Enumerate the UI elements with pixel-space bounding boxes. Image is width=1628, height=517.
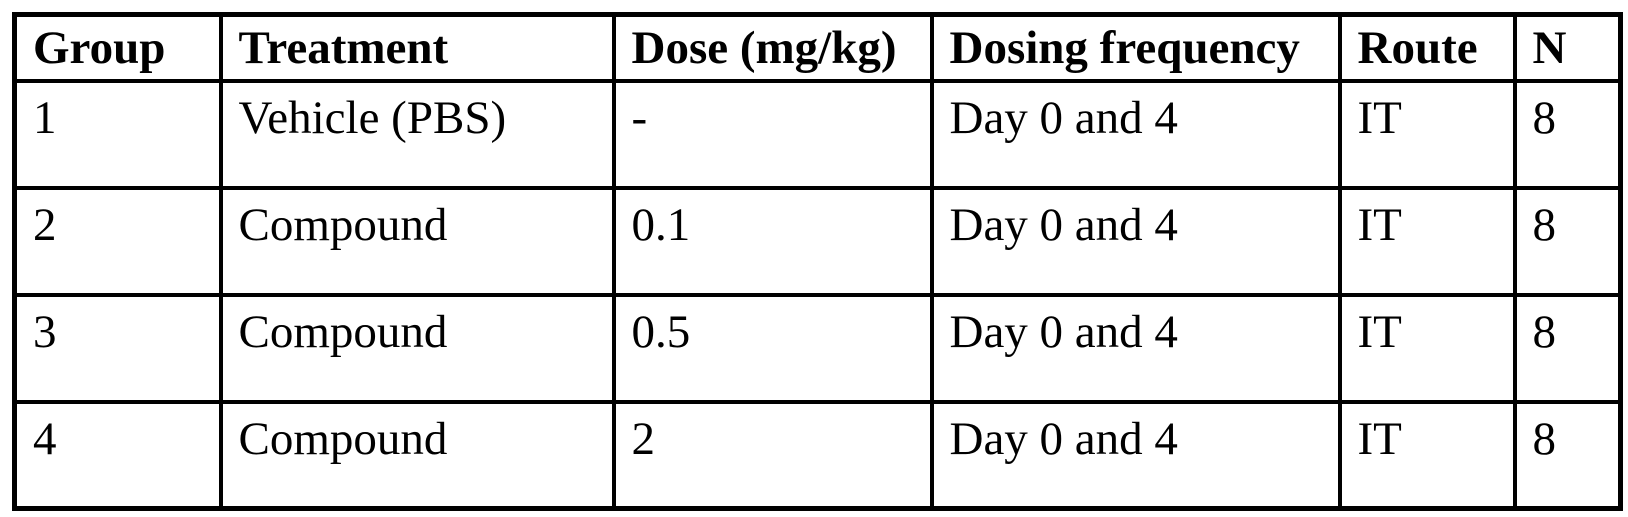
cell-treatment: Compound [218, 185, 616, 297]
cell-group: 1 [12, 78, 223, 190]
cell-dose: - [611, 78, 934, 190]
table-row: 4 Compound 2 Day 0 and 4 IT 8 [12, 399, 1623, 511]
cell-route: IT [1337, 399, 1517, 511]
cell-dose: 0.1 [611, 185, 934, 297]
cell-treatment: Compound [218, 399, 616, 511]
cell-dosing-frequency: Day 0 and 4 [929, 78, 1342, 190]
cell-group: 4 [12, 399, 223, 511]
column-header-group: Group [12, 12, 223, 83]
cell-dosing-frequency: Day 0 and 4 [929, 399, 1342, 511]
cell-route: IT [1337, 78, 1517, 190]
cell-dose: 0.5 [611, 292, 934, 404]
table-row: 1 Vehicle (PBS) - Day 0 and 4 IT 8 [12, 78, 1623, 190]
cell-n: 8 [1512, 185, 1623, 297]
cell-group: 3 [12, 292, 223, 404]
cell-dosing-frequency: Day 0 and 4 [929, 185, 1342, 297]
dosing-study-table: Group Treatment Dose (mg/kg) Dosing freq… [12, 12, 1623, 511]
table-row: 2 Compound 0.1 Day 0 and 4 IT 8 [12, 185, 1623, 297]
column-header-route: Route [1337, 12, 1517, 83]
cell-group: 2 [12, 185, 223, 297]
column-header-treatment: Treatment [218, 12, 616, 83]
column-header-dosing-frequency: Dosing frequency [929, 12, 1342, 83]
cell-n: 8 [1512, 292, 1623, 404]
cell-treatment: Compound [218, 292, 616, 404]
cell-dose: 2 [611, 399, 934, 511]
cell-dosing-frequency: Day 0 and 4 [929, 292, 1342, 404]
table-row: 3 Compound 0.5 Day 0 and 4 IT 8 [12, 292, 1623, 404]
column-header-dose: Dose (mg/kg) [611, 12, 934, 83]
cell-treatment: Vehicle (PBS) [218, 78, 616, 190]
cell-route: IT [1337, 185, 1517, 297]
cell-n: 8 [1512, 78, 1623, 190]
cell-route: IT [1337, 292, 1517, 404]
header-row: Group Treatment Dose (mg/kg) Dosing freq… [12, 12, 1623, 83]
column-header-n: N [1512, 12, 1623, 83]
cell-n: 8 [1512, 399, 1623, 511]
